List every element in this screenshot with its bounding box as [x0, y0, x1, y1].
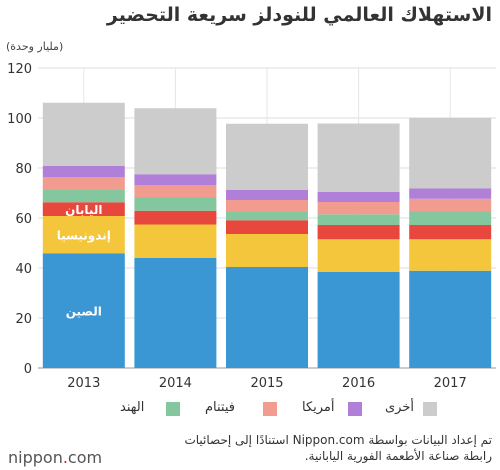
bar-segment	[317, 225, 400, 240]
bar-segment	[317, 123, 400, 192]
legend-label-vietnam: فيتنام	[205, 400, 235, 415]
legend: الهند فيتنام أمريكا أخرى	[0, 400, 500, 420]
legend-label-other: أخرى	[385, 400, 414, 415]
y-tick-label: 120	[7, 62, 32, 77]
x-tick-label: 2015	[250, 376, 283, 391]
bar-segment	[409, 211, 492, 225]
bar-segment	[317, 239, 400, 272]
source-line-1: تم إعداد البيانات بواسطة Nippon.com استن…	[184, 433, 492, 447]
bar-segment	[134, 224, 217, 258]
y-tick-label: 80	[15, 162, 32, 177]
bar-segment	[226, 220, 308, 234]
bar-segment	[134, 108, 217, 175]
bar-segment	[317, 271, 400, 368]
bar-label: اليابان	[65, 203, 102, 217]
stacked-bar-chart: 0 20 40 60 80 100 120 الصين إندونيسيا اليابان 2013…	[7, 62, 496, 391]
bar-label: الصين	[66, 305, 102, 319]
bar-segment	[42, 202, 125, 216]
bar-segment	[226, 123, 308, 190]
bar-segment	[134, 197, 217, 211]
source-line-2: رابطة صناعة الأطعمة الفورية اليابانية.	[304, 449, 492, 463]
legend-label-india: الهند	[120, 400, 145, 415]
chart-title: الاستهلاك العالمي للنودلز سريعة التحضير	[106, 4, 492, 26]
x-tick-label: 2016	[342, 376, 375, 391]
bar-segment	[42, 253, 125, 368]
bar-segment	[134, 174, 217, 185]
legend-swatch-other	[423, 402, 437, 416]
bar-segment	[409, 198, 492, 212]
legend-item-vietnam: فيتنام	[205, 400, 277, 418]
bar-segment	[42, 216, 125, 254]
logo-dot: .	[62, 448, 68, 467]
bar-segment	[317, 202, 400, 215]
bar-segment	[317, 214, 400, 225]
bar-segment	[317, 191, 400, 202]
logo-suffix: com	[67, 448, 103, 467]
bar-segment	[409, 270, 492, 368]
legend-swatch-india	[166, 402, 180, 416]
legend-item-usa: أمريكا	[302, 400, 362, 418]
logo-prefix: nippon	[8, 448, 63, 467]
legend-label-usa: أمريكا	[302, 400, 335, 415]
bar-segment	[409, 225, 492, 240]
legend-item-india: الهند	[120, 400, 180, 418]
bar-segment	[134, 210, 217, 225]
y-tick-label: 0	[24, 362, 32, 377]
bar-segment	[134, 258, 217, 368]
bar-segment	[42, 177, 125, 190]
bar-segment	[226, 212, 308, 221]
x-tick-label: 2013	[67, 376, 100, 391]
bar-segment	[409, 117, 492, 189]
legend-swatch-usa	[348, 402, 362, 416]
y-tick-label: 40	[15, 262, 32, 277]
bar-segment	[226, 189, 308, 200]
legend-swatch-vietnam	[263, 402, 277, 416]
bar-label: إندونيسيا	[57, 229, 111, 244]
bar-segment	[134, 185, 217, 198]
bar-segment	[226, 234, 308, 267]
y-tick-label: 60	[15, 212, 32, 227]
bar-segment	[226, 267, 308, 368]
bar-segment	[409, 239, 492, 271]
source-note: تم إعداد البيانات بواسطة Nippon.com استن…	[92, 432, 492, 464]
unit-label: (مليار وحدة)	[6, 40, 64, 53]
y-tick-label: 20	[15, 312, 32, 327]
bar-segment	[409, 188, 492, 199]
x-tick-label: 2014	[159, 376, 192, 391]
y-tick-label: 100	[7, 112, 32, 127]
nippon-logo: nippon.com	[8, 448, 102, 467]
bar-segment	[42, 102, 125, 166]
bar-segment	[42, 190, 125, 203]
bar-segment	[42, 166, 125, 177]
x-tick-label: 2017	[434, 376, 467, 391]
bar-segment	[226, 200, 308, 212]
legend-item-other: أخرى	[385, 400, 437, 418]
